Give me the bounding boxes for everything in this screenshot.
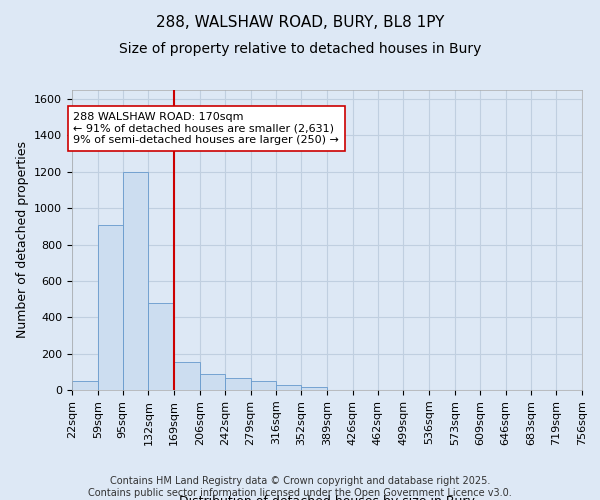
Y-axis label: Number of detached properties: Number of detached properties — [16, 142, 29, 338]
Bar — [174, 362, 200, 390]
Bar — [301, 388, 327, 390]
Text: Contains HM Land Registry data © Crown copyright and database right 2025.
Contai: Contains HM Land Registry data © Crown c… — [88, 476, 512, 498]
Bar — [98, 224, 123, 390]
Bar — [123, 172, 148, 390]
Bar — [225, 378, 251, 390]
X-axis label: Distribution of detached houses by size in Bury: Distribution of detached houses by size … — [179, 495, 475, 500]
Text: 288 WALSHAW ROAD: 170sqm
← 91% of detached houses are smaller (2,631)
9% of semi: 288 WALSHAW ROAD: 170sqm ← 91% of detach… — [73, 112, 339, 145]
Bar — [200, 374, 225, 390]
Bar — [148, 302, 174, 390]
Bar — [251, 381, 276, 390]
Text: Size of property relative to detached houses in Bury: Size of property relative to detached ho… — [119, 42, 481, 56]
Bar — [276, 386, 301, 390]
Text: 288, WALSHAW ROAD, BURY, BL8 1PY: 288, WALSHAW ROAD, BURY, BL8 1PY — [156, 15, 444, 30]
Bar — [72, 381, 98, 390]
